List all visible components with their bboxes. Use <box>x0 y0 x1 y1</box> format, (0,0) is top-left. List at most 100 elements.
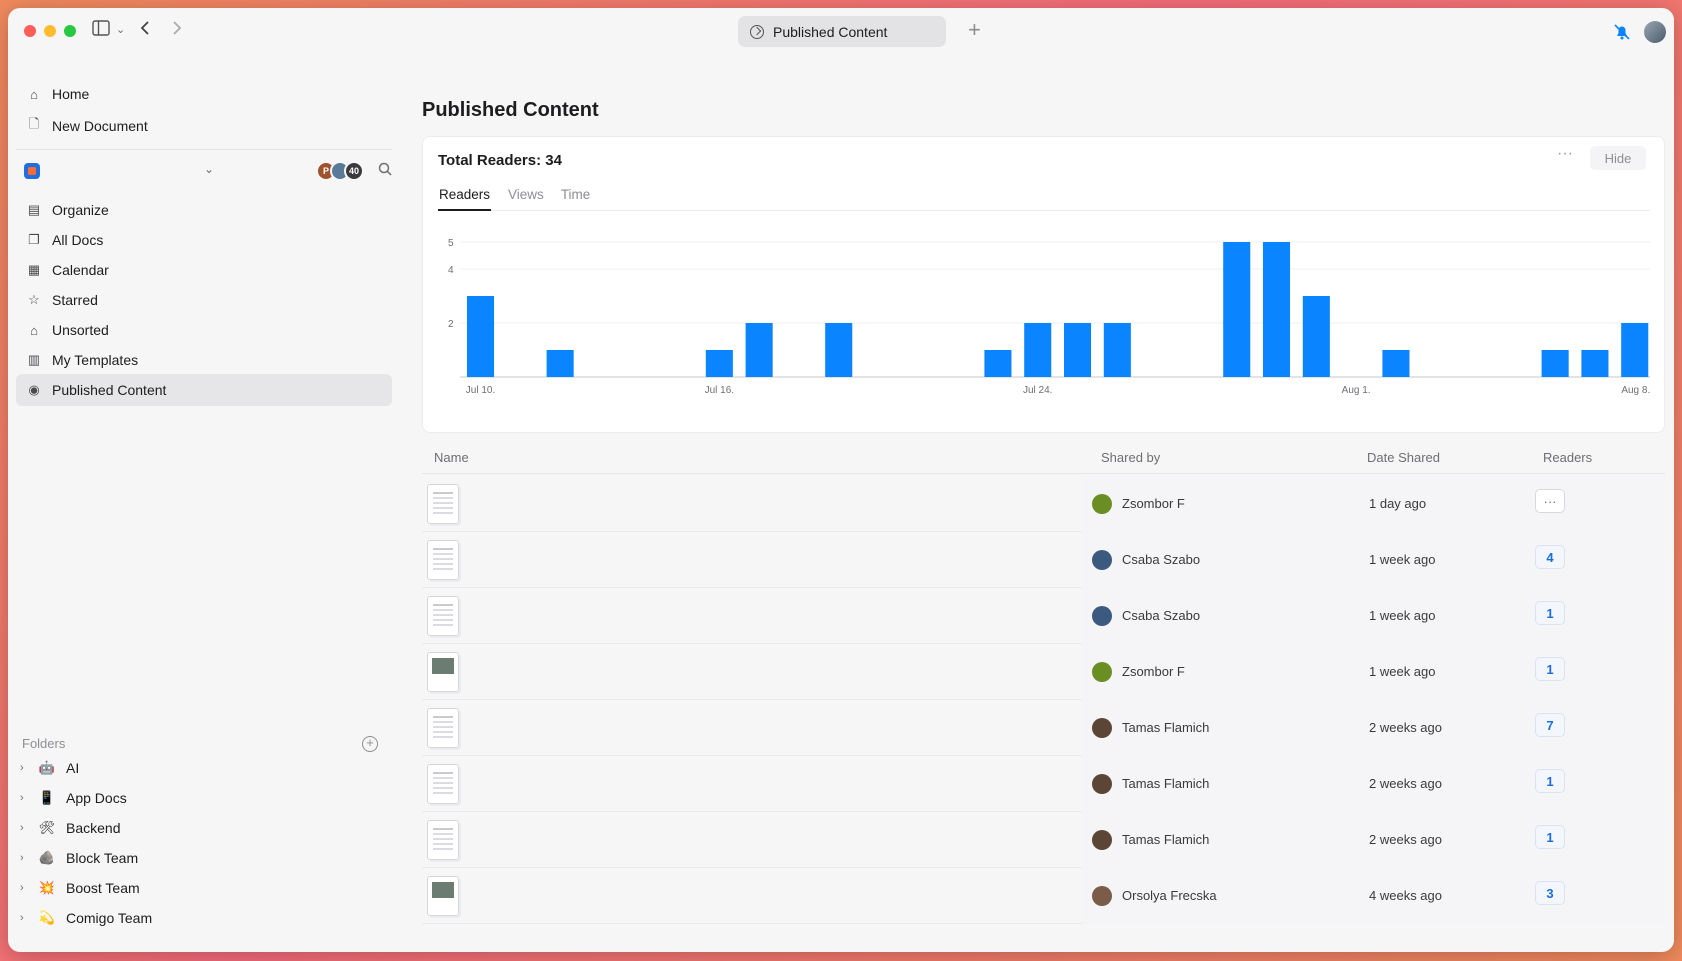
chevron-right-icon[interactable]: › <box>20 882 24 894</box>
new-tab-button[interactable]: + <box>968 17 981 42</box>
date-shared: 2 weeks ago <box>1369 720 1442 735</box>
document-name-cell[interactable] <box>466 700 1086 756</box>
search-icon[interactable] <box>378 162 392 179</box>
document-thumbnail[interactable] <box>427 652 459 692</box>
forward-arrow-icon[interactable] <box>172 20 182 42</box>
table-row[interactable]: Tamas Flamich 2 weeks ago 7 <box>422 700 1665 756</box>
bar[interactable] <box>984 350 1012 377</box>
bar[interactable] <box>705 350 733 377</box>
sidebar-item-my-templates[interactable]: ▥ My Templates <box>16 344 392 376</box>
document-thumbnail[interactable] <box>427 876 459 916</box>
folder-item[interactable]: › 📱 App Docs <box>20 783 127 813</box>
readers-count-badge[interactable]: 1 <box>1535 657 1565 681</box>
bar[interactable] <box>1302 296 1330 377</box>
document-thumbnail[interactable] <box>427 708 459 748</box>
readers-count-badge[interactable]: 1 <box>1535 601 1565 625</box>
minimize-window-button[interactable] <box>44 25 56 37</box>
close-window-button[interactable] <box>24 25 36 37</box>
table-row[interactable]: Csaba Szabo 1 week ago 4 <box>422 532 1665 588</box>
readers-count-badge[interactable]: 1 <box>1535 769 1565 793</box>
table-row[interactable]: Orsolya Frecska 4 weeks ago 3 <box>422 868 1665 924</box>
document-name-cell[interactable] <box>466 812 1086 868</box>
document-thumbnail[interactable] <box>427 540 459 580</box>
column-readers[interactable]: Readers <box>1543 450 1593 465</box>
bar[interactable] <box>1621 323 1649 377</box>
back-arrow-icon[interactable] <box>140 20 150 42</box>
bar[interactable] <box>1064 323 1092 377</box>
active-tab[interactable]: Published Content <box>738 16 946 47</box>
readers-count-badge[interactable]: 4 <box>1535 545 1565 569</box>
document-name-cell[interactable] <box>466 644 1086 700</box>
sidebar-item-published-content[interactable]: ◉ Published Content <box>16 374 392 406</box>
folder-item[interactable]: › 🤖 AI <box>20 753 79 783</box>
bar[interactable] <box>745 323 773 377</box>
tab-views[interactable]: Views <box>508 187 544 202</box>
folder-item[interactable]: › 💫 Comigo Team <box>20 903 152 933</box>
document-name-cell[interactable] <box>466 756 1086 812</box>
workspace-switcher[interactable]: ⌄ P 40 <box>24 156 392 186</box>
column-shared-by[interactable]: Shared by <box>1101 450 1161 465</box>
readers-count-badge[interactable]: 3 <box>1535 881 1565 905</box>
document-name-cell[interactable] <box>466 588 1086 644</box>
table-row[interactable]: Tamas Flamich 2 weeks ago 1 <box>422 756 1665 812</box>
chevron-down-icon[interactable]: ⌄ <box>204 162 215 176</box>
folder-emoji-icon: 💥 <box>38 880 56 895</box>
card-more-icon[interactable]: ··· <box>1557 145 1573 162</box>
bar[interactable] <box>825 323 853 377</box>
bar[interactable] <box>1382 350 1410 377</box>
bar[interactable] <box>1024 323 1052 377</box>
sidebar-item-calendar[interactable]: ▦ Calendar <box>16 254 392 286</box>
column-date-shared[interactable]: Date Shared <box>1367 450 1440 465</box>
document-thumbnail[interactable] <box>427 484 459 524</box>
bar[interactable] <box>467 296 495 377</box>
document-name-cell[interactable] <box>466 868 1086 924</box>
main-content: Published Content Total Readers: 34 ··· … <box>390 56 1674 952</box>
bar[interactable] <box>1263 242 1291 377</box>
hide-button[interactable]: Hide <box>1590 146 1646 170</box>
chevron-right-icon[interactable]: › <box>20 792 24 804</box>
table-row[interactable]: Tamas Flamich 2 weeks ago 1 <box>422 812 1665 868</box>
table-row[interactable]: Csaba Szabo 1 week ago 1 <box>422 588 1665 644</box>
user-avatar[interactable] <box>1644 21 1666 43</box>
sidebar-item-organize[interactable]: ▤ Organize <box>16 194 392 226</box>
chevron-right-icon[interactable]: › <box>20 822 24 834</box>
table-row[interactable]: Zsombor F 1 week ago 1 <box>422 644 1665 700</box>
sidebar-item-home[interactable]: ⌂ Home <box>16 78 392 110</box>
document-name-cell[interactable] <box>466 476 1086 532</box>
readers-count-badge[interactable]: 7 <box>1535 713 1565 737</box>
zoom-window-button[interactable] <box>64 25 76 37</box>
notifications-muted-icon[interactable] <box>1612 22 1632 42</box>
chevron-right-icon[interactable]: › <box>20 762 24 774</box>
sidebar-item-unsorted[interactable]: ⌂ Unsorted <box>16 314 392 346</box>
row-more-button[interactable]: ··· <box>1535 489 1565 513</box>
bar[interactable] <box>1541 350 1569 377</box>
column-name[interactable]: Name <box>434 450 469 465</box>
chevron-right-icon[interactable]: › <box>20 912 24 924</box>
folder-item[interactable]: › 🪨 Block Team <box>20 843 138 873</box>
bar[interactable] <box>1103 323 1131 377</box>
tab-time[interactable]: Time <box>560 187 591 202</box>
document-thumbnail[interactable] <box>427 764 459 804</box>
folder-item[interactable]: › 🛠 Backend <box>20 813 120 843</box>
document-thumbnail[interactable] <box>427 596 459 636</box>
add-folder-icon[interactable]: + <box>362 736 378 752</box>
table-row[interactable]: Zsombor F 1 day ago ··· <box>422 476 1665 532</box>
sidebar-item-new-document[interactable]: 🗋 New Document <box>16 110 392 142</box>
sidebar-toggle-icon[interactable] <box>92 20 110 42</box>
chevron-right-icon[interactable]: › <box>20 852 24 864</box>
row-shared-area <box>1082 588 1665 644</box>
document-name-cell[interactable] <box>466 532 1086 588</box>
sidebar-menu-chevron-icon[interactable]: ⌄ <box>116 24 126 36</box>
bar[interactable] <box>1581 350 1609 377</box>
workspace-members[interactable]: P 40 <box>316 161 364 181</box>
bar[interactable] <box>546 350 574 377</box>
member-avatar[interactable]: 40 <box>344 161 364 181</box>
readers-count-badge[interactable]: 1 <box>1535 825 1565 849</box>
bar[interactable] <box>1223 242 1251 377</box>
sidebar-item-all-docs[interactable]: ❐ All Docs <box>16 224 392 256</box>
folder-item[interactable]: › 💥 Boost Team <box>20 873 140 903</box>
published-icon <box>750 24 764 39</box>
document-thumbnail[interactable] <box>427 820 459 860</box>
tab-readers[interactable]: Readers <box>438 187 492 211</box>
sidebar-item-starred[interactable]: ☆ Starred <box>16 284 392 316</box>
